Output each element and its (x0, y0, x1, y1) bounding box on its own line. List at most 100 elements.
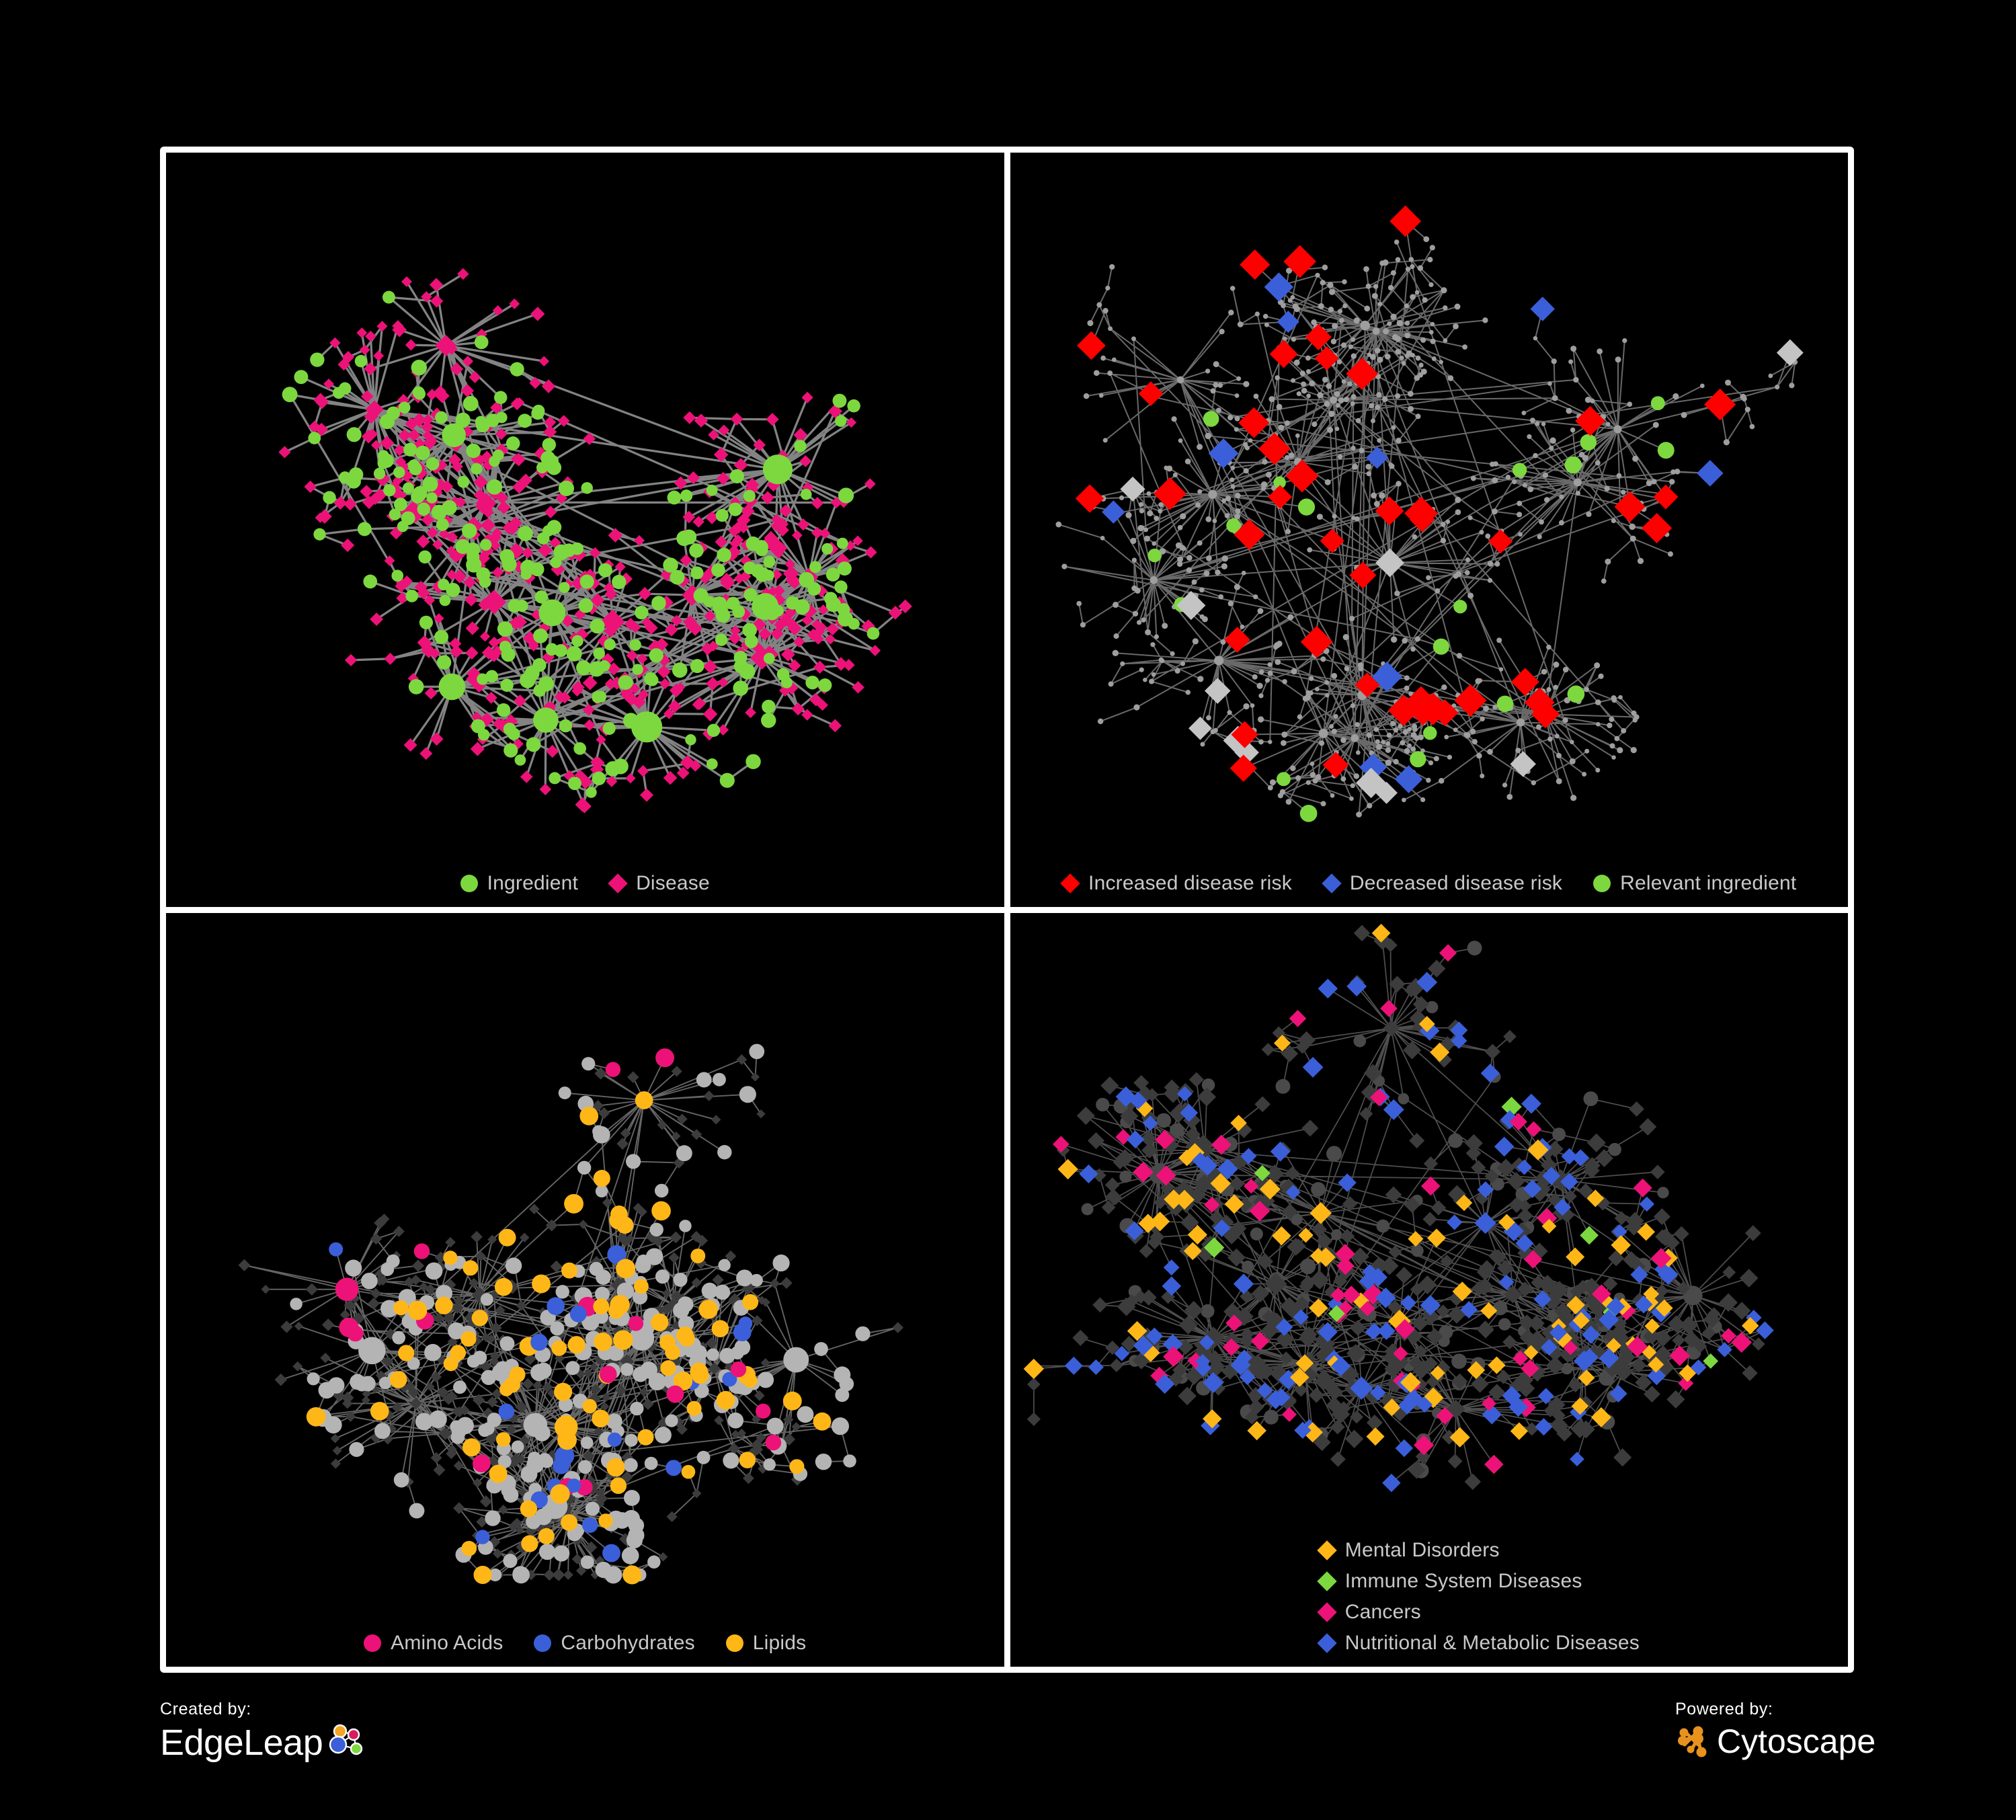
network-node-dim-disease[interactable] (1464, 1473, 1481, 1490)
network-node-background[interactable] (1221, 563, 1227, 569)
network-node-metabolic[interactable] (1213, 1219, 1231, 1237)
network-node-lipid[interactable] (561, 1262, 577, 1279)
network-node-neutral-ingredient[interactable] (358, 1337, 386, 1364)
network-node-background[interactable] (1595, 721, 1601, 727)
network-node-background[interactable] (1575, 491, 1580, 496)
network-node-background[interactable] (1749, 424, 1755, 430)
network-node-background[interactable] (1551, 395, 1558, 401)
network-node-ingredient[interactable] (412, 386, 425, 399)
network-node-ingredient[interactable] (763, 555, 776, 568)
network-node-mental[interactable] (1383, 1398, 1401, 1416)
network-node-dim-disease[interactable] (1300, 1325, 1317, 1343)
network-node-carbohydrate[interactable] (569, 1305, 587, 1322)
network-node-metabolic[interactable] (1420, 1294, 1441, 1316)
network-node-background[interactable] (1260, 486, 1266, 491)
network-node-lipid[interactable] (462, 1259, 479, 1275)
network-node-background[interactable] (1176, 561, 1182, 567)
network-node-metabolic[interactable] (1377, 1321, 1396, 1340)
network-node-background[interactable] (1274, 375, 1280, 381)
network-node-ingredient[interactable] (403, 482, 414, 494)
network-node-neutral-ingredient[interactable] (814, 1341, 828, 1356)
network-node-background[interactable] (1545, 686, 1551, 693)
network-node-background[interactable] (1350, 445, 1356, 451)
network-node-dim-disease[interactable] (668, 1251, 680, 1263)
network-node-background[interactable] (1334, 391, 1340, 397)
network-node-background[interactable] (1417, 372, 1423, 378)
network-node-neutral-ingredient[interactable] (558, 1397, 573, 1412)
network-node-ingredient[interactable] (836, 537, 848, 549)
network-node-ingredient[interactable] (510, 362, 524, 377)
network-node-background[interactable] (1404, 685, 1410, 691)
network-node-dim-disease[interactable] (473, 1393, 485, 1407)
network-node-metabolic[interactable] (1318, 978, 1338, 998)
network-node-disease[interactable] (764, 530, 778, 545)
network-node-metabolic[interactable] (1239, 1368, 1256, 1385)
network-node-dim-disease[interactable] (1638, 1117, 1656, 1136)
network-node-background[interactable] (1620, 489, 1625, 495)
network-node-background[interactable] (1556, 752, 1562, 758)
network-node-neutral-ingredient[interactable] (350, 1374, 366, 1390)
network-node-dim-disease[interactable] (1092, 1297, 1108, 1312)
network-node-background[interactable] (1428, 329, 1434, 335)
network-node-ingredient[interactable] (622, 713, 639, 729)
network-node-lipid[interactable] (637, 1429, 654, 1446)
network-node-background[interactable] (1100, 535, 1104, 541)
network-node-neutral-ingredient[interactable] (696, 1450, 711, 1464)
network-node-dim-disease[interactable] (524, 1352, 536, 1365)
network-node-background[interactable] (1581, 772, 1586, 777)
network-node-ingredient[interactable] (494, 391, 508, 404)
network-node-background[interactable] (1309, 772, 1316, 778)
network-node-disease[interactable] (639, 788, 654, 802)
network-node-neutral-ingredient[interactable] (558, 1086, 571, 1099)
network-node-neutral-disease[interactable] (1204, 678, 1231, 704)
network-node-disease[interactable] (669, 683, 684, 698)
network-node-disease[interactable] (421, 420, 434, 434)
network-node-ingredient[interactable] (398, 401, 411, 414)
network-node-background[interactable] (1172, 473, 1178, 477)
network-node-background[interactable] (1452, 323, 1459, 329)
network-node-background[interactable] (1212, 518, 1217, 524)
network-node-dim-disease[interactable] (756, 1109, 766, 1118)
network-node-background[interactable] (1281, 731, 1287, 738)
network-node-disease[interactable] (728, 631, 741, 645)
network-node-background[interactable] (1320, 801, 1326, 807)
network-node-ingredient[interactable] (602, 721, 616, 736)
network-node-background[interactable] (1404, 675, 1410, 681)
network-node-lipid[interactable] (651, 1313, 669, 1331)
network-node-disease[interactable] (629, 683, 641, 695)
network-node-dim-disease[interactable] (545, 1219, 558, 1232)
network-node-metabolic[interactable] (1114, 1345, 1129, 1361)
network-node-background[interactable] (1236, 376, 1241, 381)
network-node-background[interactable] (1611, 518, 1616, 524)
network-node-disease[interactable] (593, 756, 605, 769)
network-node-ingredient[interactable] (592, 771, 606, 785)
network-node-background[interactable] (1386, 732, 1392, 738)
network-node-background[interactable] (1583, 686, 1589, 693)
network-node-ingredient[interactable] (520, 672, 536, 688)
network-node-disease[interactable] (520, 770, 533, 783)
network-node-background[interactable] (1258, 739, 1264, 745)
network-node-background[interactable] (1305, 780, 1311, 785)
network-node-background[interactable] (1491, 508, 1498, 515)
network-node-ingredient[interactable] (554, 644, 567, 658)
network-node-background[interactable] (1393, 758, 1399, 765)
network-node-background[interactable] (1379, 260, 1385, 266)
network-node-background[interactable] (1443, 338, 1447, 343)
network-node-disease[interactable] (637, 764, 649, 777)
network-node-background[interactable] (1252, 674, 1258, 680)
network-node-ingredient[interactable] (629, 639, 641, 651)
network-node-increased-risk[interactable] (1703, 388, 1736, 421)
network-node-disease[interactable] (530, 307, 545, 321)
network-node-cancer[interactable] (1132, 1161, 1154, 1183)
network-node-dim-ingredient[interactable] (1451, 1353, 1467, 1369)
network-node-background[interactable] (1373, 727, 1379, 732)
network-node-dim-disease[interactable] (321, 1318, 335, 1331)
network-node-dim-ingredient[interactable] (1290, 1213, 1303, 1226)
network-node-neutral-ingredient[interactable] (739, 1085, 756, 1103)
network-node-dim-disease[interactable] (1722, 1265, 1736, 1279)
network-node-background[interactable] (1605, 422, 1610, 427)
network-node-background[interactable] (1254, 311, 1260, 317)
network-node-relevant-ingredient[interactable] (1580, 434, 1597, 450)
network-node-ingredient[interactable] (581, 482, 593, 494)
network-node-dim-disease[interactable] (1330, 1419, 1345, 1434)
